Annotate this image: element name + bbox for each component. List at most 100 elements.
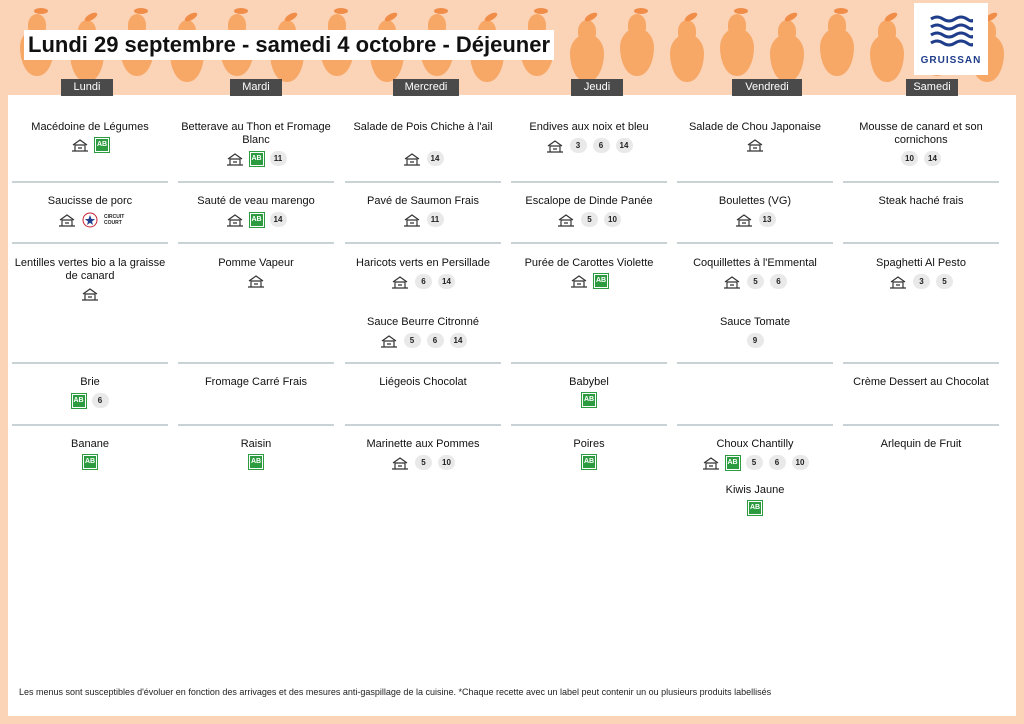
dish-name: Salade de Pois Chiche à l'ail xyxy=(353,121,493,133)
leaf-decoration xyxy=(634,8,648,14)
allergen-badge: 5 xyxy=(745,455,763,470)
dish-labels: 5 6 14 xyxy=(345,333,501,348)
ab-bio-icon: AB xyxy=(248,150,265,167)
ab-bio-icon: AB xyxy=(724,454,741,471)
home-made-icon xyxy=(890,275,906,289)
ab-bio-icon: AB xyxy=(581,454,597,470)
row-divider xyxy=(345,362,501,364)
gruissan-logo: GRUISSAN xyxy=(914,3,988,75)
home-made-icon xyxy=(72,139,88,152)
home-made-icon xyxy=(702,456,719,470)
dish-name: Purée de Carottes Violette xyxy=(524,257,654,269)
allergen-badge: 10 xyxy=(604,212,621,227)
dish-name: Pomme Vapeur xyxy=(218,257,294,269)
dish-labels: AB xyxy=(12,454,168,470)
leaf-decoration xyxy=(234,8,248,14)
dish-labels: 9 xyxy=(677,333,833,348)
page-title: Lundi 29 septembre - samedi 4 octobre - … xyxy=(24,30,555,60)
ab-bio-icon: AB xyxy=(248,454,264,470)
dish-labels: AB xyxy=(511,454,667,470)
dish-name: Arlequin de Fruit xyxy=(880,438,962,450)
row-divider xyxy=(178,362,334,364)
day-header-lundi: Lundi xyxy=(61,79,113,96)
leaf-decoration xyxy=(534,8,548,14)
dish-labels: 3 6 14 xyxy=(511,138,667,153)
home-made-icon xyxy=(392,275,408,289)
allergen-badge: 14 xyxy=(449,333,467,348)
allergen-badge: 5 xyxy=(581,212,598,227)
allergen-badge: 5 xyxy=(403,333,421,348)
row-divider xyxy=(511,424,667,426)
row-divider xyxy=(345,242,501,244)
row-divider xyxy=(12,242,168,244)
day-header-mardi: Mardi xyxy=(230,79,282,96)
dish-labels: 11 xyxy=(345,212,501,227)
row-divider xyxy=(12,181,168,183)
row-divider xyxy=(843,242,999,244)
day-header-jeudi: Jeudi xyxy=(571,79,623,96)
row-divider xyxy=(511,362,667,364)
footnote: Les menus sont susceptibles d'évoluer en… xyxy=(19,687,772,697)
home-made-icon xyxy=(403,213,420,227)
menu-sheet xyxy=(8,95,1016,716)
home-made-icon xyxy=(82,288,98,301)
dish-labels xyxy=(12,287,168,301)
ab-bio-icon: AB xyxy=(248,211,265,228)
leaf-decoration xyxy=(134,8,148,14)
ab-bio-icon: AB xyxy=(82,454,98,470)
pear-decoration xyxy=(770,20,804,82)
dish-name: Steak haché frais xyxy=(878,195,964,207)
dish-name: Banane xyxy=(71,438,109,450)
allergen-badge: 10 xyxy=(901,151,918,166)
allergen-badge: 6 xyxy=(770,274,787,289)
dish-name: Fromage Carré Frais xyxy=(204,376,308,388)
row-divider xyxy=(843,362,999,364)
dish-labels: CIRCUIT COURT xyxy=(12,212,168,228)
ab-bio-icon: AB xyxy=(593,273,609,289)
home-made-icon xyxy=(59,214,75,227)
allergen-badge: 3 xyxy=(913,274,930,289)
leaf-decoration xyxy=(834,8,848,14)
row-divider xyxy=(511,242,667,244)
dish-labels: 14 xyxy=(345,151,501,166)
day-header-samedi: Samedi xyxy=(906,79,958,96)
dish-name: Macédoine de Légumes xyxy=(31,121,149,133)
dish-name: Kiwis Jaune xyxy=(725,484,785,496)
home-made-icon xyxy=(546,139,563,153)
circuit-court-icon: CIRCUIT COURT xyxy=(104,214,125,226)
home-made-icon xyxy=(248,275,264,288)
dish-name: Endives aux noix et bleu xyxy=(529,121,649,133)
leaf-decoration xyxy=(34,8,48,14)
pear-decoration xyxy=(620,14,654,76)
dish-labels: AB 6 xyxy=(12,392,168,409)
allergen-badge: 6 xyxy=(426,333,444,348)
home-made-icon xyxy=(747,139,763,152)
dish-labels: AB xyxy=(511,392,667,408)
row-divider xyxy=(345,424,501,426)
allergen-badge: 6 xyxy=(415,274,432,289)
row-divider xyxy=(677,181,833,183)
dish-labels xyxy=(178,274,334,288)
allergen-badge: 6 xyxy=(592,138,610,153)
dish-labels: AB xyxy=(12,137,168,153)
home-made-icon xyxy=(392,456,408,470)
leaf-decoration xyxy=(734,8,748,14)
dish-name: Sauté de veau marengo xyxy=(197,195,315,207)
dish-name: Haricots verts en Persillade xyxy=(356,257,490,269)
allergen-badge: 14 xyxy=(924,151,941,166)
row-divider xyxy=(12,362,168,364)
label-rouge-icon xyxy=(82,212,98,228)
dish-name: Marinette aux Pommes xyxy=(366,438,480,450)
dish-labels: 10 14 xyxy=(843,151,999,166)
allergen-badge: 3 xyxy=(569,138,587,153)
ab-bio-icon: AB xyxy=(747,500,763,516)
dish-name: Saucisse de porc xyxy=(47,195,133,207)
pear-decoration xyxy=(870,20,904,82)
dish-name: Raisin xyxy=(240,438,272,450)
row-divider xyxy=(178,424,334,426)
dish-name: Crème Dessert au Chocolat xyxy=(853,376,989,388)
day-header-vendredi: Vendredi xyxy=(732,79,802,96)
dish-labels: AB xyxy=(677,500,833,516)
